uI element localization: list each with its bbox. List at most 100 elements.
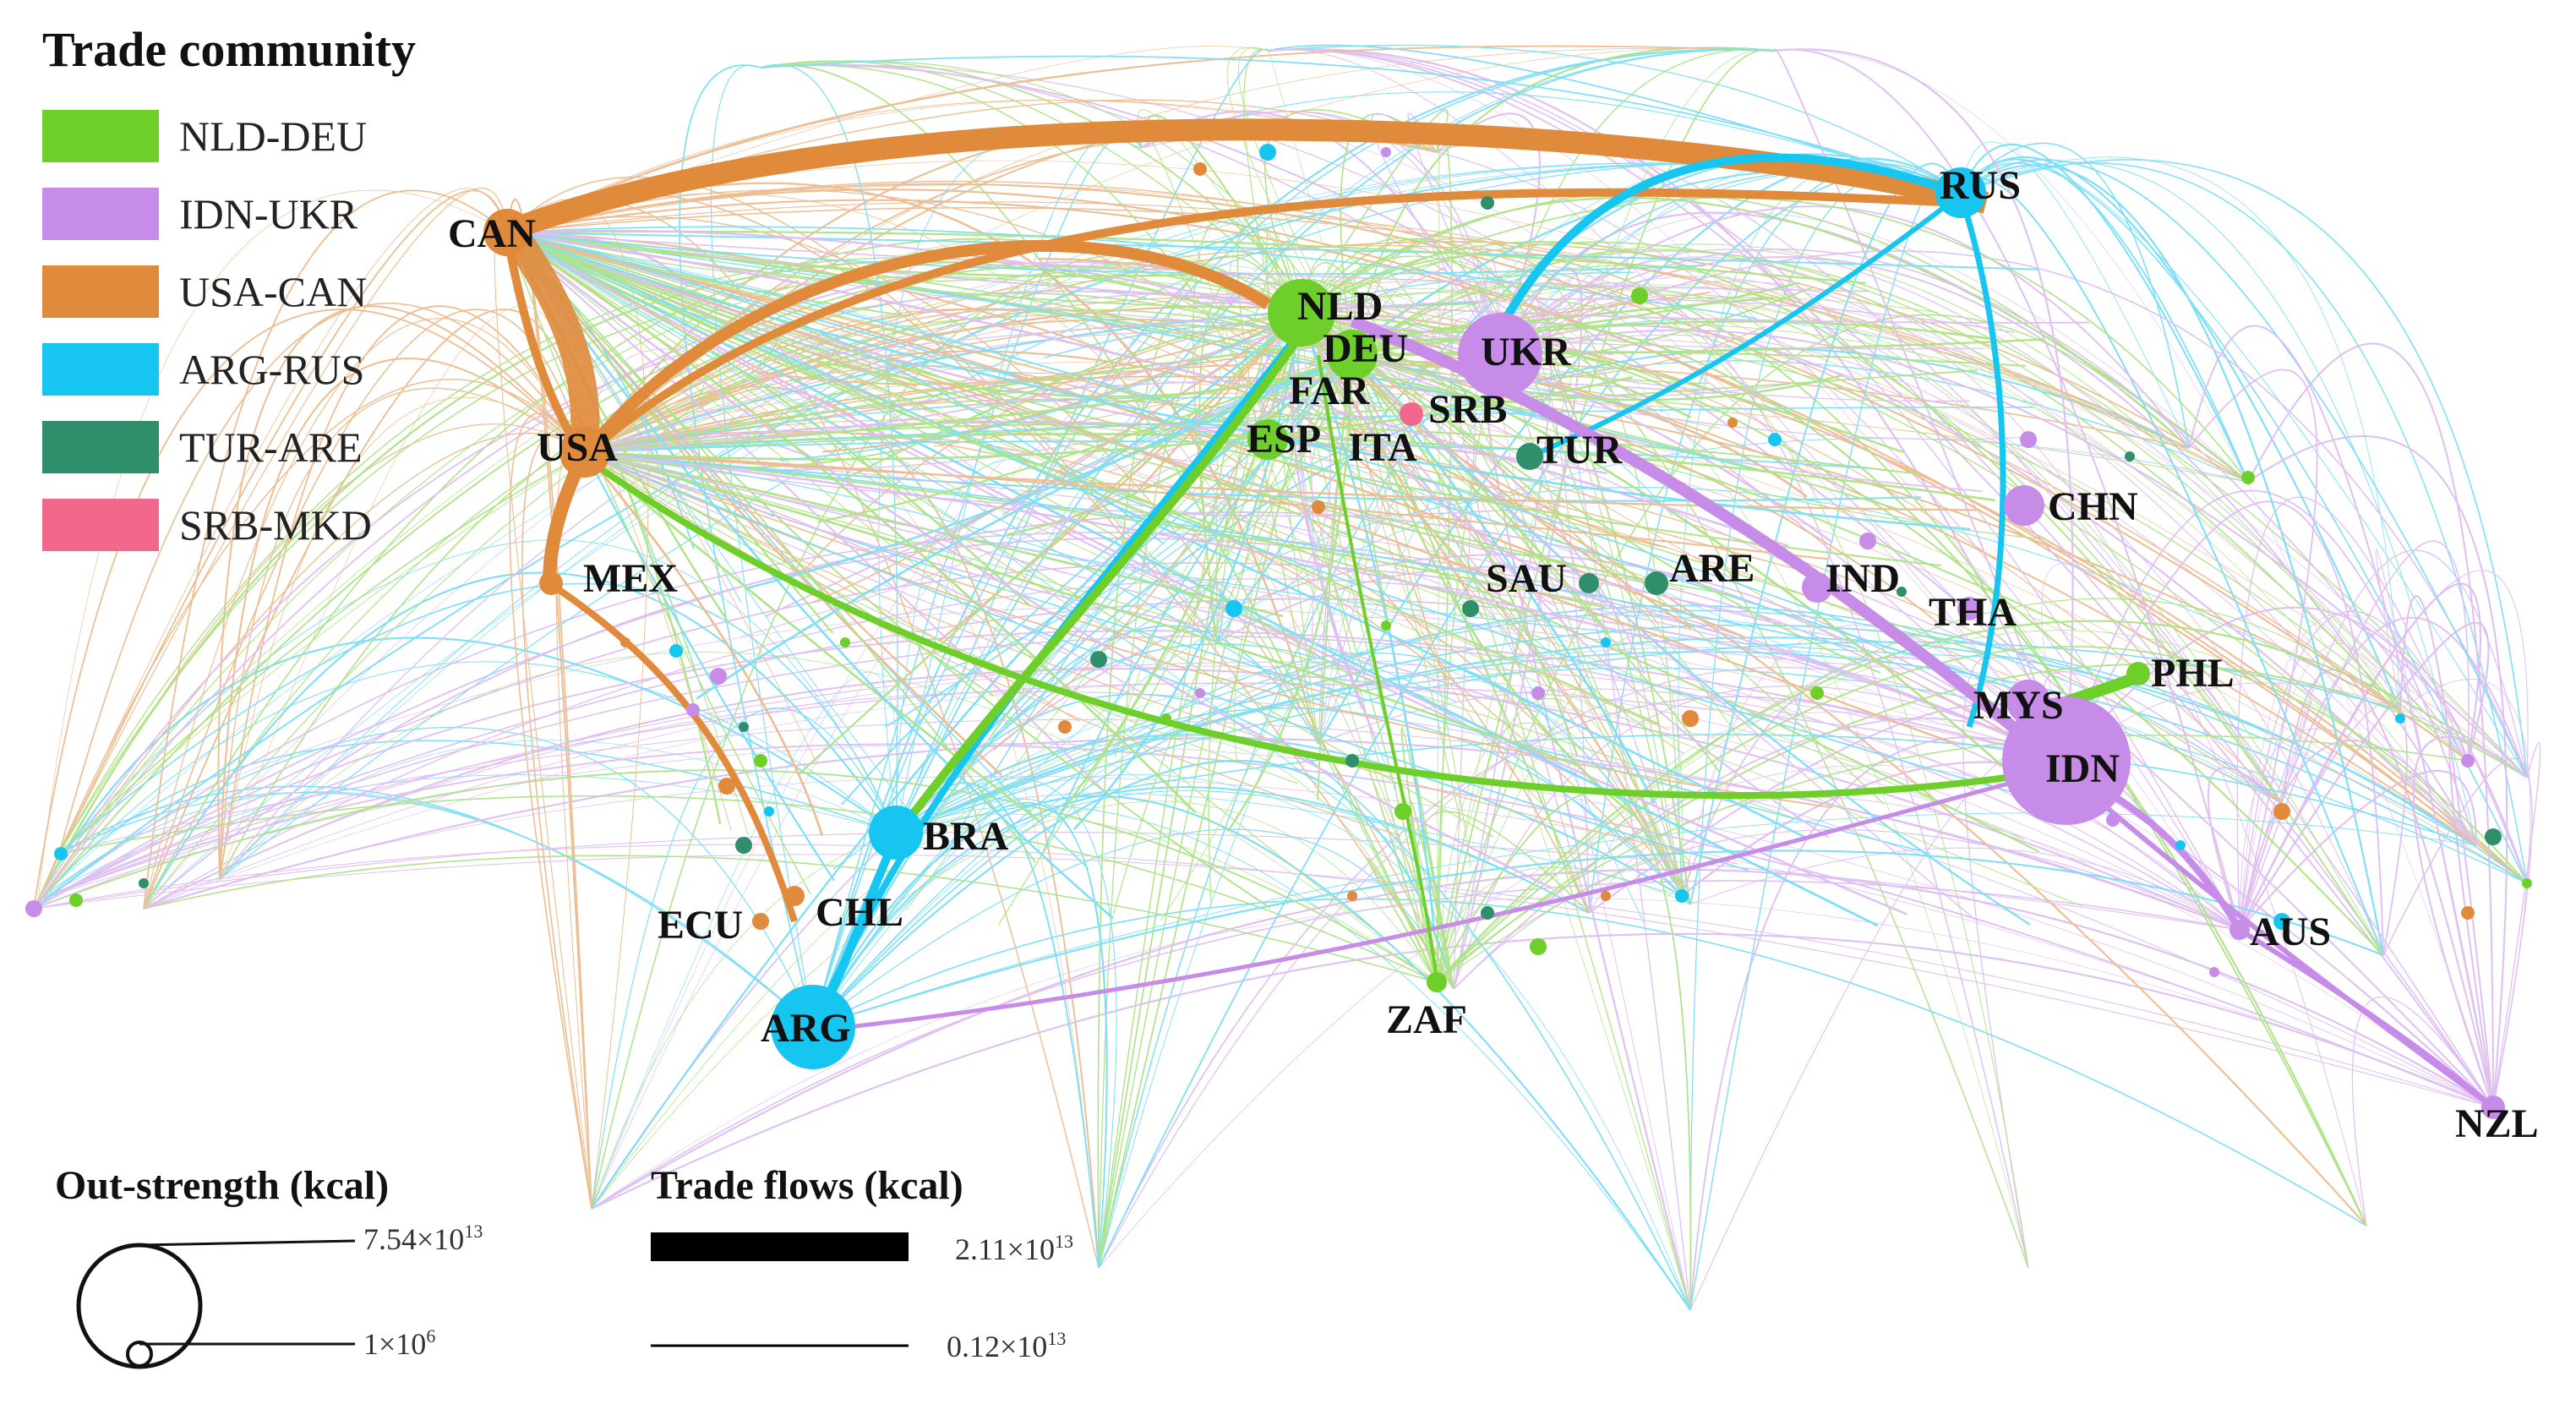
minor-node (718, 778, 735, 795)
node-idn[interactable] (2002, 697, 2131, 825)
node-are[interactable] (1645, 571, 1668, 595)
thin-flow-edge (1267, 44, 1962, 194)
node-aus[interactable] (2229, 920, 2250, 940)
thin-flow-edge (1960, 178, 2384, 956)
thin-flow-edge (1774, 48, 2074, 762)
out-strength-title: Out-strength (kcal) (55, 1163, 389, 1208)
thin-flow-edge (1301, 241, 2384, 956)
thin-flow-edge (2351, 996, 2494, 1226)
label-srb: SRB (1428, 387, 1507, 432)
label-are: ARE (1669, 546, 1755, 591)
thin-flow-edge (37, 774, 897, 901)
edge-usa-can-loop-b (503, 236, 587, 459)
thin-flow-edge (812, 801, 1108, 1269)
thin-flow-edge (1450, 318, 1590, 914)
node-ind[interactable] (1802, 572, 1832, 603)
node-nzl[interactable] (2481, 1095, 2505, 1119)
core-flow-edge (1301, 312, 1314, 641)
node-ukr[interactable] (1458, 313, 1542, 397)
node-tur[interactable] (1516, 443, 1543, 470)
core-flow-edge (1351, 354, 2025, 440)
legend-swatch-idn-ukr (42, 188, 159, 240)
minor-node (1601, 637, 1611, 647)
minor-node (1161, 713, 1171, 724)
out-strength-max-circle (76, 1243, 203, 1369)
minor-node (1394, 803, 1411, 820)
node-zaf[interactable] (1427, 972, 1447, 992)
core-flow-edge (1351, 354, 1469, 401)
thin-flow-edge (2066, 682, 2528, 778)
thin-flow-edge (1098, 282, 1356, 1269)
core-flow-edge (1351, 353, 1808, 498)
legend-label-nld-deu: NLD-DEU (179, 112, 367, 160)
node-ecu[interactable] (752, 913, 769, 930)
core-flow-edge (1160, 354, 1353, 921)
node-mex[interactable] (539, 571, 563, 595)
core-flow-edge (506, 232, 2054, 703)
thin-flow-edge (1689, 171, 1962, 1311)
node-bra[interactable] (869, 806, 923, 860)
thin-flow-edge (58, 188, 508, 855)
label-can: CAN (448, 211, 536, 256)
thin-flow-edge (1960, 162, 2528, 884)
node-rus[interactable] (1935, 167, 1986, 218)
thin-flow-edge (219, 292, 1353, 880)
node-tha[interactable] (1957, 597, 1981, 620)
thin-flow-edge (591, 735, 1438, 1210)
thin-flow-edge (584, 297, 2283, 804)
thin-flow-edge (2492, 742, 2541, 1108)
core-flow-edge (1351, 354, 1938, 623)
thin-flow-edge (1436, 734, 2469, 983)
thin-flow-edge (58, 792, 814, 1028)
label-esp: ESP (1247, 417, 1321, 462)
label-sau: SAU (1486, 556, 1567, 601)
thin-flow-edge (812, 625, 1319, 1028)
node-chn[interactable] (2004, 485, 2044, 526)
thin-flow-edge (1960, 141, 2190, 449)
minor-node (2241, 471, 2255, 484)
thin-flow-edge (591, 898, 2494, 1210)
node-sau[interactable] (1579, 573, 1599, 593)
node-srb[interactable] (1400, 402, 1423, 426)
thin-flow-edge (895, 774, 1691, 1311)
core-flow-edge (506, 232, 1554, 890)
label-ecu: ECU (658, 903, 743, 948)
node-can[interactable] (483, 209, 531, 256)
core-flow-edge (506, 231, 1196, 813)
minor-node (2461, 754, 2475, 768)
node-chl[interactable] (784, 886, 805, 906)
node-esp[interactable] (1247, 419, 1288, 460)
core-flow-edge (584, 451, 1830, 560)
node-nld[interactable] (1268, 279, 1335, 347)
core-flow-edge (506, 231, 1971, 531)
core-flow-edge (584, 451, 1040, 822)
edge-aus-nzl (2238, 927, 2495, 1110)
node-phl[interactable] (2126, 662, 2150, 686)
thin-flow-edge (1960, 144, 2249, 483)
node-deu[interactable] (1327, 330, 1378, 380)
thin-flow-edge (33, 740, 897, 910)
minor-node (1345, 754, 1359, 768)
thin-flow-edge (506, 193, 1454, 990)
thin-flow-edge (591, 707, 897, 1210)
legend-label-idn-ukr: IDN-UKR (179, 190, 358, 238)
core-flow-edge (1301, 312, 1830, 839)
thin-flow-edge (1400, 727, 1454, 990)
core-flow-edge (1301, 298, 2015, 334)
core-flow-edge (584, 451, 1235, 633)
thin-flow-edge (1226, 46, 1353, 356)
core-flow-edge (584, 406, 2034, 453)
core-flow-edge (1114, 354, 1353, 758)
thin-flow-edge (1499, 249, 2469, 762)
thin-flow-edge (1318, 688, 2240, 931)
minor-node (1810, 686, 1824, 700)
core-flow-edge (1351, 354, 1983, 492)
thin-flow-edge (143, 318, 586, 910)
minor-country-nodes (25, 144, 2532, 977)
node-arg[interactable] (771, 985, 855, 1069)
label-ind: IND (1826, 556, 1900, 601)
node-usa[interactable] (559, 427, 610, 478)
edge-usa-nld (578, 239, 1271, 461)
thin-flow-edge (591, 800, 1438, 1210)
core-flow-edge (584, 451, 1738, 865)
